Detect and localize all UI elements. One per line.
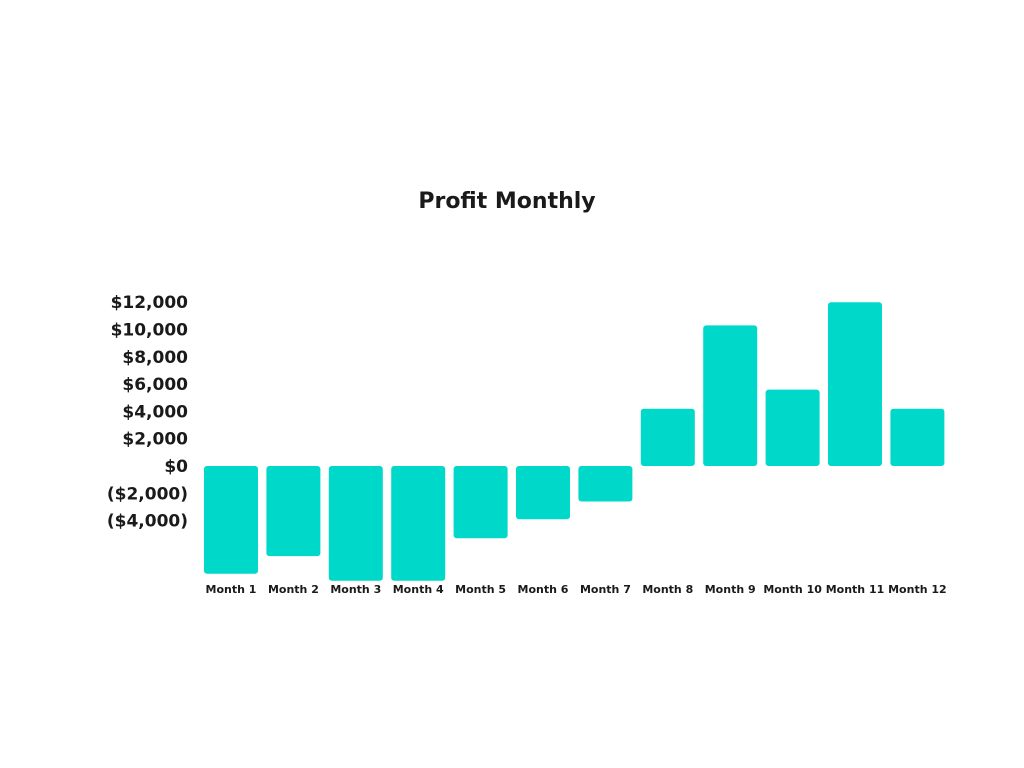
x-tick-label: Month 4 bbox=[393, 583, 444, 596]
x-tick-label: Month 3 bbox=[330, 583, 381, 596]
y-tick-label: $12,000 bbox=[111, 293, 189, 313]
bar-month-1 bbox=[204, 466, 258, 574]
y-axis-ticks: $12,000 $10,000 $8,000 $6,000 $4,000 $2,000 $0… bbox=[107, 293, 188, 531]
y-tick-label: ($4,000) bbox=[107, 512, 188, 532]
x-tick-label: Month 8 bbox=[642, 583, 693, 596]
x-tick-label: Month 9 bbox=[705, 583, 756, 596]
bar-month-3 bbox=[328, 466, 383, 581]
bar-month-11 bbox=[828, 302, 882, 466]
x-tick-label: Month 6 bbox=[518, 583, 569, 596]
y-tick-label: $4,000 bbox=[122, 402, 188, 422]
x-tick-label: Month 2 bbox=[268, 583, 319, 596]
chart-title: Profit Monthly bbox=[418, 189, 595, 214]
y-tick-label: ($2,000) bbox=[107, 484, 188, 504]
y-tick-label: $0 bbox=[164, 457, 188, 477]
bar-month-7 bbox=[578, 466, 633, 502]
bar-month-8 bbox=[640, 408, 695, 466]
x-tick-label: Month 10 bbox=[763, 583, 822, 596]
bar-month-6 bbox=[516, 466, 570, 520]
bar-month-12 bbox=[890, 408, 945, 466]
bar-month-10 bbox=[765, 389, 820, 466]
y-tick-label: $10,000 bbox=[111, 321, 189, 341]
y-tick-label: $6,000 bbox=[122, 375, 188, 395]
y-tick-label: $2,000 bbox=[122, 430, 188, 450]
bar-month-2 bbox=[266, 466, 321, 557]
x-tick-label: Month 1 bbox=[206, 583, 257, 596]
x-axis-ticks: Month 1 Month 2 Month 3 Month 4 Month 5 Month… bbox=[206, 583, 947, 596]
x-tick-label: Month 11 bbox=[826, 583, 885, 596]
y-tick-label: $8,000 bbox=[122, 348, 188, 368]
x-tick-label: Month 5 bbox=[455, 583, 506, 596]
x-tick-label: Month 7 bbox=[580, 583, 631, 596]
bar-month-5 bbox=[453, 466, 508, 539]
x-tick-label: Month 12 bbox=[888, 583, 947, 596]
bar-month-9 bbox=[703, 325, 758, 466]
bar-month-4 bbox=[391, 466, 446, 581]
bars-group bbox=[204, 302, 945, 581]
